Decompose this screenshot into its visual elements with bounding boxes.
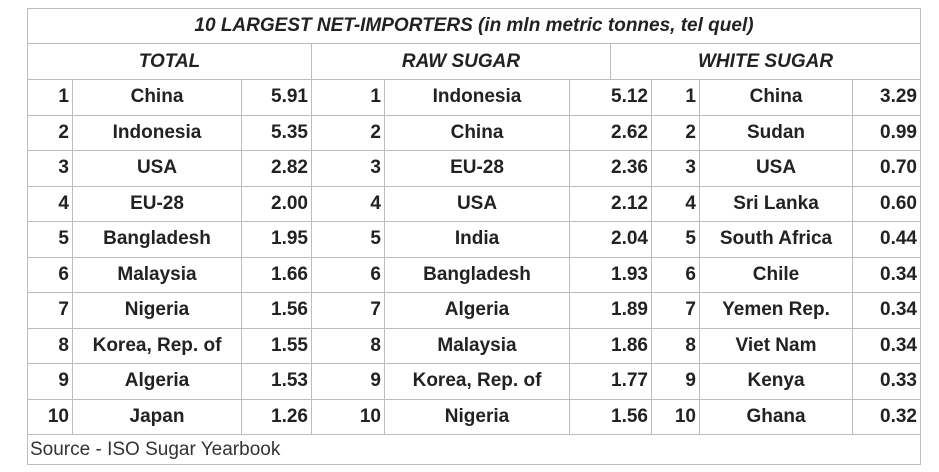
source-note: Source - ISO Sugar Yearbook bbox=[27, 435, 921, 465]
country-cell: Ghana bbox=[700, 399, 853, 435]
value-cell: 1.89 bbox=[570, 293, 652, 329]
country-cell: Yemen Rep. bbox=[700, 293, 853, 329]
value-cell: 0.70 bbox=[853, 151, 921, 187]
country-cell: South Africa bbox=[700, 222, 853, 258]
rank-cell: 7 bbox=[27, 293, 73, 329]
value-cell: 0.60 bbox=[853, 186, 921, 222]
rank-cell: 3 bbox=[312, 151, 385, 187]
rank-cell: 2 bbox=[652, 115, 700, 151]
value-cell: 0.34 bbox=[853, 293, 921, 329]
rank-cell: 1 bbox=[312, 80, 385, 116]
country-cell: EU-28 bbox=[73, 186, 242, 222]
rank-cell: 6 bbox=[27, 257, 73, 293]
value-cell: 5.35 bbox=[242, 115, 312, 151]
country-cell: USA bbox=[73, 151, 242, 187]
value-cell: 1.55 bbox=[242, 328, 312, 364]
value-cell: 2.82 bbox=[242, 151, 312, 187]
value-cell: 5.12 bbox=[570, 80, 652, 116]
rank-cell: 7 bbox=[652, 293, 700, 329]
country-cell: Bangladesh bbox=[385, 257, 570, 293]
rank-cell: 2 bbox=[27, 115, 73, 151]
rank-cell: 2 bbox=[312, 115, 385, 151]
group-header: RAW SUGAR bbox=[312, 44, 611, 80]
rank-cell: 8 bbox=[27, 328, 73, 364]
country-cell: China bbox=[73, 80, 242, 116]
country-cell: Kenya bbox=[700, 364, 853, 400]
rank-cell: 10 bbox=[27, 399, 73, 435]
rank-cell: 1 bbox=[27, 80, 73, 116]
country-cell: Malaysia bbox=[385, 328, 570, 364]
country-cell: Sudan bbox=[700, 115, 853, 151]
value-cell: 1.95 bbox=[242, 222, 312, 258]
value-cell: 2.00 bbox=[242, 186, 312, 222]
country-cell: Algeria bbox=[385, 293, 570, 329]
country-cell: Korea, Rep. of bbox=[385, 364, 570, 400]
value-cell: 5.91 bbox=[242, 80, 312, 116]
rank-cell: 9 bbox=[652, 364, 700, 400]
rank-cell: 4 bbox=[312, 186, 385, 222]
value-cell: 1.26 bbox=[242, 399, 312, 435]
rank-cell: 7 bbox=[312, 293, 385, 329]
rank-cell: 8 bbox=[312, 328, 385, 364]
country-cell: Viet Nam bbox=[700, 328, 853, 364]
country-cell: Indonesia bbox=[73, 115, 242, 151]
rank-cell: 9 bbox=[312, 364, 385, 400]
country-cell: Algeria bbox=[73, 364, 242, 400]
value-cell: 0.99 bbox=[853, 115, 921, 151]
value-cell: 0.33 bbox=[853, 364, 921, 400]
value-cell: 0.44 bbox=[853, 222, 921, 258]
value-cell: 2.36 bbox=[570, 151, 652, 187]
rank-cell: 6 bbox=[652, 257, 700, 293]
rank-cell: 4 bbox=[652, 186, 700, 222]
value-cell: 0.34 bbox=[853, 257, 921, 293]
value-cell: 1.77 bbox=[570, 364, 652, 400]
country-cell: Bangladesh bbox=[73, 222, 242, 258]
rank-cell: 8 bbox=[652, 328, 700, 364]
value-cell: 1.66 bbox=[242, 257, 312, 293]
rank-cell: 10 bbox=[652, 399, 700, 435]
rank-cell: 3 bbox=[27, 151, 73, 187]
value-cell: 0.32 bbox=[853, 399, 921, 435]
group-header: TOTAL bbox=[27, 44, 312, 80]
country-cell: Korea, Rep. of bbox=[73, 328, 242, 364]
value-cell: 1.56 bbox=[570, 399, 652, 435]
country-cell: Indonesia bbox=[385, 80, 570, 116]
table-title: 10 LARGEST NET-IMPORTERS (in mln metric … bbox=[27, 8, 921, 44]
rank-cell: 4 bbox=[27, 186, 73, 222]
rank-cell: 5 bbox=[652, 222, 700, 258]
rank-cell: 5 bbox=[27, 222, 73, 258]
value-cell: 1.56 bbox=[242, 293, 312, 329]
rank-cell: 5 bbox=[312, 222, 385, 258]
country-cell: Chile bbox=[700, 257, 853, 293]
country-cell: USA bbox=[700, 151, 853, 187]
country-cell: Nigeria bbox=[73, 293, 242, 329]
country-cell: Japan bbox=[73, 399, 242, 435]
value-cell: 1.86 bbox=[570, 328, 652, 364]
rank-cell: 6 bbox=[312, 257, 385, 293]
value-cell: 1.93 bbox=[570, 257, 652, 293]
country-cell: Sri Lanka bbox=[700, 186, 853, 222]
rank-cell: 1 bbox=[652, 80, 700, 116]
country-cell: China bbox=[385, 115, 570, 151]
value-cell: 3.29 bbox=[853, 80, 921, 116]
value-cell: 2.04 bbox=[570, 222, 652, 258]
group-header: WHITE SUGAR bbox=[611, 44, 921, 80]
value-cell: 0.34 bbox=[853, 328, 921, 364]
country-cell: Malaysia bbox=[73, 257, 242, 293]
country-cell: China bbox=[700, 80, 853, 116]
value-cell: 1.53 bbox=[242, 364, 312, 400]
country-cell: EU-28 bbox=[385, 151, 570, 187]
country-cell: Nigeria bbox=[385, 399, 570, 435]
value-cell: 2.62 bbox=[570, 115, 652, 151]
rank-cell: 10 bbox=[312, 399, 385, 435]
rank-cell: 3 bbox=[652, 151, 700, 187]
country-cell: India bbox=[385, 222, 570, 258]
rank-cell: 9 bbox=[27, 364, 73, 400]
value-cell: 2.12 bbox=[570, 186, 652, 222]
country-cell: USA bbox=[385, 186, 570, 222]
